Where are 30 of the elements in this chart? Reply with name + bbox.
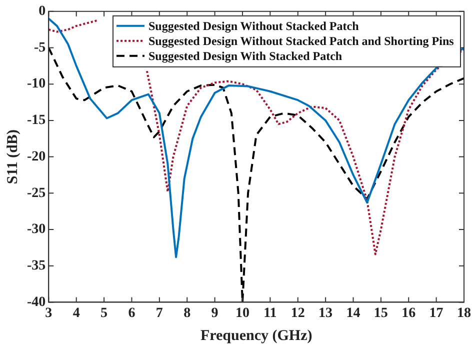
x-tick-label: 17 bbox=[429, 306, 444, 322]
x-tick-label: 3 bbox=[45, 306, 52, 322]
x-tick-label: 18 bbox=[457, 306, 471, 322]
x-tick-label: 11 bbox=[264, 306, 277, 322]
x-tick-label: 13 bbox=[318, 306, 333, 322]
x-tick-label: 6 bbox=[128, 306, 136, 322]
y-tick-label: -20 bbox=[26, 149, 46, 164]
y-tick-label: -10 bbox=[26, 76, 46, 92]
y-tick-label: -40 bbox=[26, 294, 46, 310]
x-tick-label: 7 bbox=[156, 306, 163, 322]
x-tick-label: 16 bbox=[402, 306, 416, 322]
x-tick-label: 15 bbox=[374, 306, 388, 322]
x-tick-label: 10 bbox=[235, 306, 250, 322]
y-tick-label: -30 bbox=[26, 222, 46, 238]
x-tick-label: 9 bbox=[211, 306, 218, 322]
x-tick-label: 14 bbox=[346, 306, 360, 322]
y-tick-label: -25 bbox=[26, 186, 46, 201]
y-tick-label: 0 bbox=[38, 4, 46, 20]
y-axis-title: S11 (dB) bbox=[4, 129, 21, 184]
legend-label: Suggested Design Without Stacked Patch bbox=[148, 18, 360, 33]
y-tick-label: -15 bbox=[26, 113, 46, 128]
x-tick-label: 8 bbox=[184, 306, 191, 322]
x-tick-label: 4 bbox=[72, 306, 80, 322]
x-axis-title: Frequency (GHz) bbox=[200, 328, 312, 344]
y-tick-label: -5 bbox=[34, 40, 46, 56]
x-tick-label: 5 bbox=[100, 306, 108, 322]
legend-label: Suggested Design With Stacked Patch bbox=[148, 48, 342, 63]
legend-label: Suggested Design Without Stacked Patch and Shorting Pins bbox=[148, 34, 454, 48]
y-tick-label: -35 bbox=[26, 258, 46, 274]
x-tick-label: 12 bbox=[290, 306, 305, 322]
